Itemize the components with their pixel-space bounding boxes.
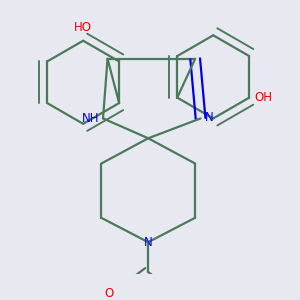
Text: N: N <box>144 236 153 249</box>
Text: N: N <box>205 111 213 124</box>
Text: NH: NH <box>82 112 99 125</box>
Text: HO: HO <box>74 21 92 34</box>
Text: OH: OH <box>255 91 273 104</box>
Text: O: O <box>105 287 114 300</box>
